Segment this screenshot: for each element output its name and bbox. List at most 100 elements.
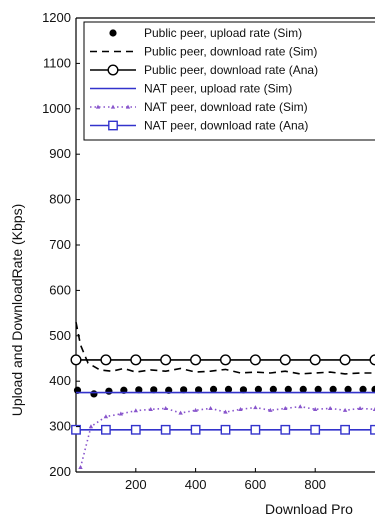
data-point [130,424,141,435]
data-point [208,406,213,411]
data-point [329,385,337,393]
data-point [190,424,201,435]
data-point [190,354,202,366]
data-point [130,354,142,366]
x-tick-label: 800 [304,477,326,492]
axis-ticks: 200 300 400 500 600 700 800 900 1000 1100 1200 200 4… [42,10,326,492]
y-tick-label: 600 [49,282,71,297]
data-point [160,354,172,366]
data-point [298,404,303,409]
legend: Public peer, upload rate (Sim) Public pee… [83,21,375,141]
data-point [239,386,248,394]
data-point [370,424,375,435]
data-point [313,406,318,411]
y-tick-label: 1100 [43,55,71,70]
series-5 [78,404,375,470]
legend-label: NAT peer, download rate (Ana) [144,119,308,133]
y-tick-label: 900 [49,146,71,161]
data-point [299,385,307,393]
data-point [71,424,81,435]
legend-label: NAT peer, upload rate (Sim) [144,82,292,96]
data-point [249,354,261,366]
y-tick-label: 700 [49,237,71,252]
data-point [100,354,112,366]
legend-label: NAT peer, download rate (Sim) [144,100,308,114]
legend-swatch-marker [110,104,116,109]
data-point [70,354,82,366]
data-point [280,424,291,435]
data-point [279,354,291,366]
data-point [100,424,111,435]
legend-swatch-marker [109,29,117,37]
data-point [219,354,231,366]
data-point [254,385,262,393]
legend-swatch-marker [95,104,101,109]
legend-label: Public peer, download rate (Ana) [144,63,318,77]
data-point [180,386,188,394]
series-2 [75,322,375,375]
x-tick-label: 600 [245,477,267,492]
data-point [148,406,153,411]
data-point [268,407,273,412]
data-point [220,424,231,435]
data-point [283,406,288,411]
data-point [209,385,218,393]
legend-box [83,21,375,141]
data-point [238,406,243,411]
data-point [340,424,350,435]
data-point [88,424,94,429]
data-point [105,387,113,395]
data-point [359,385,367,393]
data-point [250,424,261,435]
series-line [75,322,375,375]
data-point [309,354,321,366]
data-point [357,406,363,411]
data-point [371,385,375,393]
legend-label: Public peer, upload rate (Sim) [144,26,302,40]
data-point [178,410,183,415]
data-point [327,406,333,411]
data-point [269,385,277,393]
data-point [310,424,321,435]
data-point [135,386,143,394]
data-point [224,385,233,393]
y-tick-label: 200 [49,464,71,479]
series-line [79,405,375,468]
x-tick-label: 200 [125,477,147,492]
data-point [342,407,348,412]
series-1 [73,385,375,398]
y-tick-label: 300 [49,419,71,434]
legend-swatch-marker [125,104,131,109]
y-tick-label: 400 [49,373,71,388]
data-point [150,386,158,394]
plot-area [70,17,375,473]
legend-swatch-marker [108,120,118,131]
legend-swatch-marker [107,64,119,76]
data-point [118,411,124,416]
series-6 [71,424,375,435]
data-point [163,406,168,411]
data-point [339,354,351,366]
data-point [314,385,322,393]
x-tick-label: 400 [185,477,207,492]
data-point [133,408,138,413]
x-axis-title: Download Pro [265,501,353,517]
series-3 [70,354,375,366]
data-point [344,385,352,393]
y-tick-label: 500 [49,328,71,343]
data-point [372,406,375,411]
data-point [369,354,375,366]
data-point [193,407,198,412]
legend-label: Public peer, download rate (Sim) [144,45,317,59]
data-point [90,390,98,398]
y-tick-label: 800 [49,192,71,207]
data-point [284,385,292,393]
y-tick-label: 1200 [42,10,71,25]
data-point [78,465,83,470]
y-axis-title: Upload and DownloadRate (Kbps) [9,204,25,416]
data-point [223,409,228,414]
data-point [194,386,203,394]
data-point [103,414,109,419]
data-point [253,405,258,410]
